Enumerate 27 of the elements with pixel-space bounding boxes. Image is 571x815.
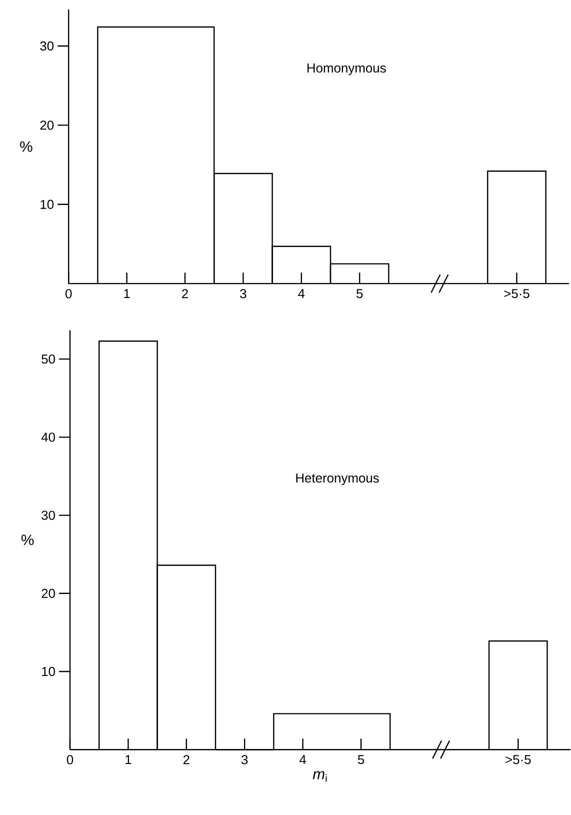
y-tick-label: 20	[40, 120, 54, 130]
x-tick-label: 2	[182, 289, 188, 298]
y-tick-label: 10	[40, 200, 54, 209]
y-axis-title: %	[21, 534, 34, 546]
x-tick-label: 1	[126, 755, 132, 764]
text: Homonymous	[307, 64, 386, 76]
x-tick-label: 2	[183, 755, 190, 764]
x-tick-label: 5	[358, 755, 364, 764]
x-tick-label: 5	[356, 289, 363, 298]
x-axis-title: m$_{i}$	[312, 771, 327, 782]
y-tick-label: 40	[41, 432, 55, 442]
y-tick-label: 10	[42, 666, 55, 676]
y-tick-label: 30	[40, 41, 54, 51]
text: Heteronymous	[296, 474, 379, 486]
x-tick-label: 4	[298, 289, 305, 298]
y-tick-label: 50	[42, 354, 55, 364]
y-axis-title: %	[20, 141, 32, 152]
x-tick-label: 0	[65, 289, 72, 298]
y-tick-label: 20	[42, 588, 55, 598]
y-tick-label: 30	[42, 510, 55, 520]
x-tick-label: 0	[66, 755, 74, 764]
x-tick-label: 4	[299, 755, 306, 764]
x-tick-label: >5·5	[506, 755, 531, 764]
x-tick-label: 3	[241, 755, 248, 764]
x-tick-label: 1	[124, 289, 130, 298]
x-tick-label: >5·5	[504, 289, 530, 298]
x-tick-label: 3	[240, 289, 246, 298]
